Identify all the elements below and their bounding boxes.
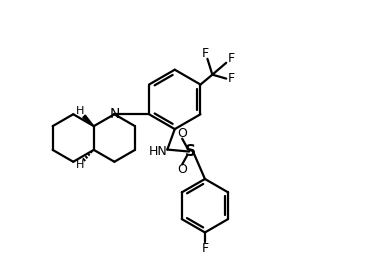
Text: F: F [202,47,209,60]
Text: O: O [177,163,187,176]
Text: F: F [201,242,209,255]
Text: S: S [185,144,196,159]
Polygon shape [83,115,94,126]
Text: O: O [177,127,187,140]
Text: F: F [228,52,235,65]
Text: N: N [109,107,120,121]
Text: F: F [228,72,235,85]
Text: HN: HN [149,145,168,158]
Text: H: H [76,160,84,170]
Text: H: H [76,106,84,116]
